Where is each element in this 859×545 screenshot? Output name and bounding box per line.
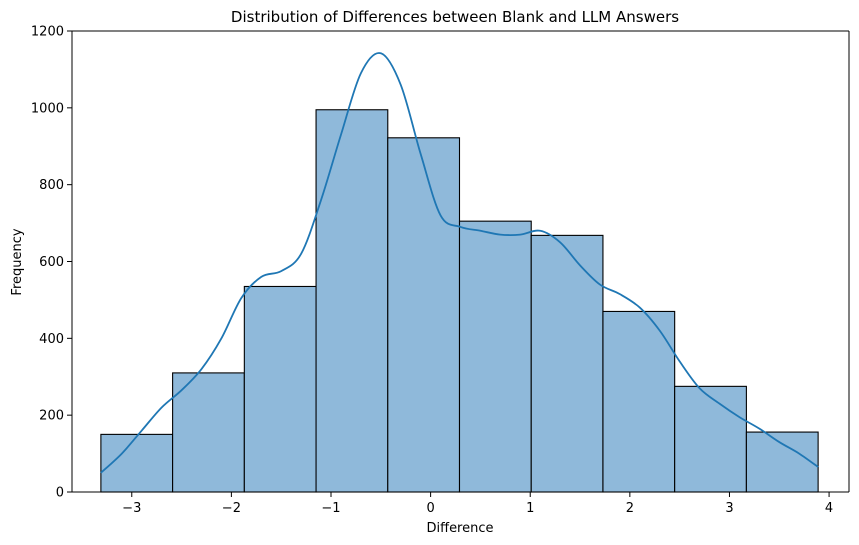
histogram-bar — [243, 285, 317, 493]
x-tick-label: −1 — [321, 501, 340, 516]
histogram-bar — [315, 109, 389, 493]
histogram-bar — [745, 431, 819, 493]
x-tick-label: 3 — [725, 501, 733, 516]
histogram-bar — [602, 310, 676, 493]
x-tick-label: 2 — [626, 501, 634, 516]
y-tick-label: 800 — [39, 178, 64, 193]
kde-curve — [100, 52, 819, 474]
chart-title: Distribution of Differences between Blan… — [231, 8, 679, 26]
histogram-bar — [172, 372, 245, 493]
y-tick-label: 600 — [39, 255, 64, 270]
x-tick-label: 1 — [526, 501, 534, 516]
y-tick-label: 0 — [56, 486, 64, 501]
bars-group — [100, 109, 819, 493]
x-axis-label: Difference — [426, 521, 493, 536]
histogram-bar — [387, 137, 461, 493]
y-ticks: 0 200 400 600 800 1000 1200 — [31, 25, 72, 501]
y-tick-label: 200 — [39, 409, 64, 424]
y-tick-label: 1000 — [31, 101, 64, 116]
histogram-bar — [674, 385, 747, 493]
x-tick-label: −3 — [122, 501, 141, 516]
y-tick-label: 1200 — [31, 25, 64, 40]
x-tick-label: 0 — [426, 501, 434, 516]
y-axis-label: Frequency — [10, 228, 25, 295]
x-tick-label: 4 — [825, 501, 833, 516]
histogram-bar — [530, 234, 604, 493]
x-tick-label: −2 — [222, 501, 241, 516]
y-tick-label: 400 — [39, 332, 64, 347]
histogram-bar — [458, 220, 532, 493]
x-ticks: −3 −2 −1 0 1 2 3 4 — [122, 492, 833, 516]
